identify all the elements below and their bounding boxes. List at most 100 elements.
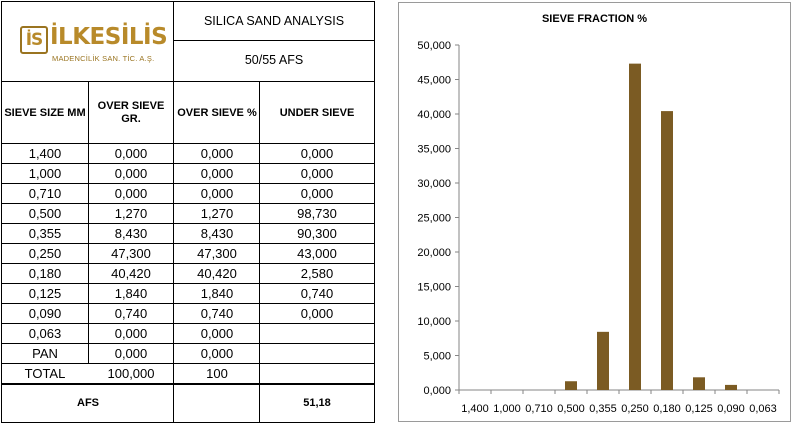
table-border [1, 1, 375, 2]
under-sieve-cell: 0,740 [300, 285, 334, 301]
table-border [1, 303, 375, 304]
y-tick-label: 0,000 [423, 385, 451, 397]
over-sieve-gr-cell: 8,430 [114, 225, 148, 241]
sieve-size-cell: 0,090 [28, 305, 62, 321]
over-sieve-gr-cell: 0,000 [114, 345, 148, 361]
sieve-size-cell: 0,250 [28, 245, 62, 261]
x-tick-label: 0,355 [589, 403, 617, 415]
y-tick-label: 10,000 [417, 316, 451, 328]
over-sieve-pct-cell: 0,000 [200, 185, 234, 201]
table-border [1, 81, 375, 82]
bar-0-250 [629, 63, 641, 390]
table-border [1, 422, 375, 423]
table-border [1, 243, 375, 244]
x-tick-label: 0,710 [525, 403, 553, 415]
logo-wordmark: İLKESİLİS [50, 24, 168, 50]
sieve-size-cell: PAN [32, 345, 58, 361]
sieve-size-cell: 0,355 [28, 225, 62, 241]
sieve-size-cell: 0,063 [28, 325, 62, 341]
under-sieve-cell: 90,300 [297, 225, 337, 241]
y-tick-label: 15,000 [417, 282, 451, 294]
table-border [1, 143, 375, 144]
sieve-size-cell: 1,000 [28, 165, 62, 181]
under-sieve-cell: 0,000 [300, 145, 334, 161]
sheet-title: SILICA SAND ANALYSIS [203, 13, 345, 28]
x-tick-label: 0,500 [557, 403, 585, 415]
chart-canvas: 0,000 5,000 10,000 15,000 20,000 25,000 30,000… [417, 40, 780, 415]
over-sieve-pct-cell: 0,740 [200, 305, 234, 321]
table-border [1, 163, 375, 164]
afs-label: AFS [77, 396, 99, 409]
logo-badge: İS [20, 26, 48, 54]
header-under-sieve: UNDER SIEVE [279, 106, 355, 119]
sheet-subtitle: 50/55 AFS [244, 52, 304, 67]
table-border [173, 1, 174, 82]
sieve-size-cell: TOTAL [24, 365, 66, 381]
bar-0-125 [693, 377, 705, 390]
company-logo: İS İLKESİLİS MADENCİLİK SAN. TİC. A.Ş. [16, 24, 168, 64]
over-sieve-gr-cell: 0,000 [114, 325, 148, 341]
sieve-size-cell: 0,500 [28, 205, 62, 221]
x-tick-label: 0,090 [717, 403, 745, 415]
table-border [173, 82, 174, 422]
y-tick-label: 30,000 [417, 178, 451, 190]
over-sieve-pct-cell: 1,270 [200, 205, 234, 221]
sieve-size-cell: 0,125 [28, 285, 62, 301]
table-border [1, 343, 375, 344]
logo-subtitle: MADENCİLİK SAN. TİC. A.Ş. [52, 54, 155, 63]
chart-title: SIEVE FRACTION % [541, 13, 648, 25]
bar-0-355 [597, 331, 609, 390]
over-sieve-gr-cell: 0,000 [114, 165, 148, 181]
over-sieve-pct-cell: 47,300 [197, 245, 237, 261]
bar-0-180 [661, 111, 673, 391]
over-sieve-gr-cell: 1,840 [114, 285, 148, 301]
table-border [1, 183, 375, 184]
under-sieve-cell [260, 324, 374, 344]
table-border [259, 82, 260, 422]
header-sieve-size: SIEVE SIZE MM [4, 106, 86, 119]
table-border [1, 363, 375, 364]
over-sieve-gr-cell: 0,000 [114, 145, 148, 161]
y-tick-label: 20,000 [417, 247, 451, 259]
under-sieve-cell: 0,000 [300, 305, 334, 321]
y-tick-label: 50,000 [417, 40, 451, 52]
under-sieve-cell: 98,730 [297, 205, 337, 221]
under-sieve-cell: 2,580 [300, 265, 334, 281]
table-border [1, 383, 375, 384]
over-sieve-gr-cell: 47,300 [111, 245, 151, 261]
sieve-analysis-table: İS İLKESİLİS MADENCİLİK SAN. TİC. A.Ş. S… [0, 0, 376, 424]
x-tick-label: 1,400 [461, 403, 489, 415]
table-border [1, 263, 375, 264]
table-border [374, 1, 375, 423]
over-sieve-pct-cell: 0,000 [200, 165, 234, 181]
sieve-size-cell: 0,180 [28, 265, 62, 281]
x-tick-label: 1,000 [493, 403, 521, 415]
under-sieve-cell [260, 364, 374, 384]
over-sieve-gr-cell: 0,740 [114, 305, 148, 321]
x-tick-label: 0,125 [685, 403, 713, 415]
x-tick-label: 0,063 [749, 403, 777, 415]
table-border [1, 1, 2, 423]
x-tick-label: 0,250 [621, 403, 649, 415]
y-tick-label: 40,000 [417, 109, 451, 121]
afs-value: 51,18 [303, 396, 331, 409]
over-sieve-pct-cell: 0,000 [200, 345, 234, 361]
sieve-size-cell: 0,710 [28, 185, 62, 201]
table-border [1, 323, 375, 324]
under-sieve-cell: 0,000 [300, 165, 334, 181]
sieve-size-cell: 1,400 [28, 145, 62, 161]
table-border [1, 283, 375, 284]
header-over-sieve-gr: OVER SIEVE GR. [97, 100, 165, 125]
over-sieve-gr-cell: 1,270 [114, 205, 148, 221]
over-sieve-pct-cell: 100 [206, 365, 228, 381]
y-tick-label: 35,000 [417, 144, 451, 156]
sieve-fraction-chart: SIEVE FRACTION % 0,000 5,000 10,000 15,000 2… [398, 2, 791, 422]
under-sieve-cell: 43,000 [297, 245, 337, 261]
header-over-sieve-pct: OVER SIEVE % [177, 106, 257, 119]
table-border [1, 203, 375, 204]
over-sieve-pct-cell: 0,000 [200, 325, 234, 341]
bar-0-090 [725, 384, 737, 390]
y-tick-label: 45,000 [417, 75, 451, 87]
table-border [1, 223, 375, 224]
y-tick-label: 5,000 [423, 351, 451, 363]
